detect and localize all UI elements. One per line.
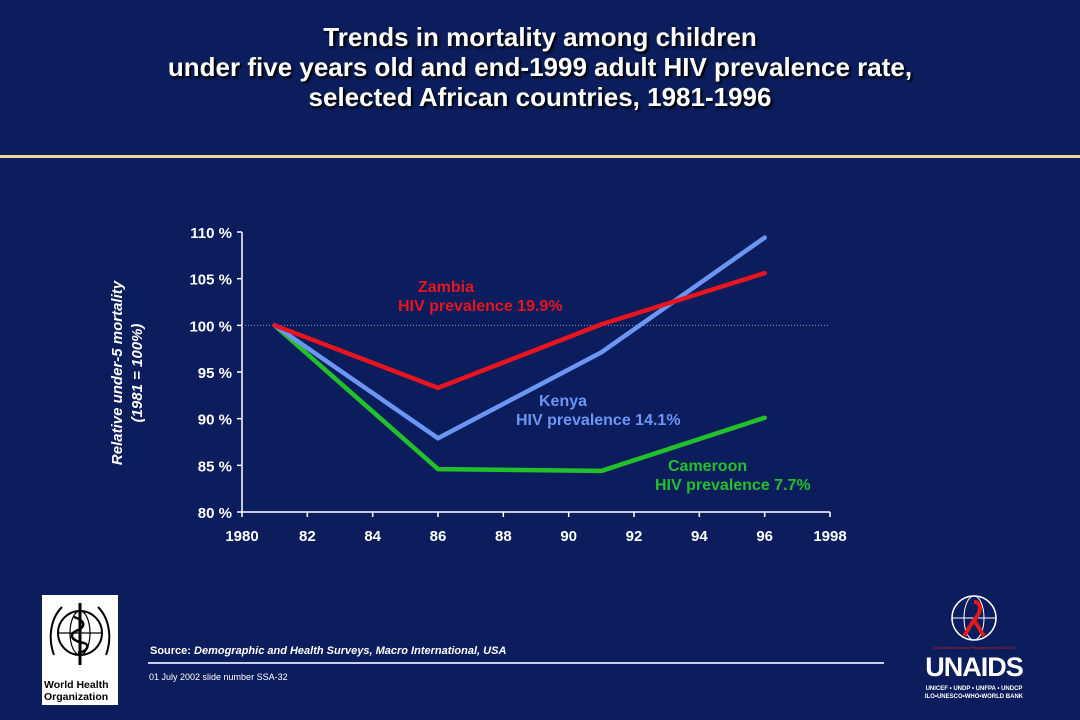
who-logo-line-2: Organization [44,691,109,703]
source-note: Source: Demographic and Health Surveys, … [150,645,506,657]
data-point-zambia [599,322,604,327]
data-point-cameroon [762,415,767,420]
x-tick-label: 1998 [813,528,846,545]
series-annotation-zambia: Zambia [418,279,474,296]
title-divider [0,155,1080,158]
x-tick-label: 82 [299,528,316,545]
y-tick-label: 85 % [198,458,232,475]
data-point-zambia [272,323,277,328]
title-line-2: under five years old and end-1999 adult … [167,52,913,82]
y-tick-label: 110 % [190,225,232,242]
series-line-zambia [272,270,767,391]
unaids-partners-line-1: UNICEF • UNDP • UNFPA • UNDCP [925,686,1023,692]
series-annotation-kenya: Kenya [539,393,587,410]
data-point-cameroon [436,467,440,472]
unaids-emblem-icon [951,595,997,641]
who-emblem-icon [49,603,111,665]
series-annotation-zambia: HIV prevalence 19.9% [398,298,563,315]
y-axis-label-line-1: Relative under-5 mortality [109,280,126,466]
series-annotation-cameroon: Cameroon [668,458,747,475]
unaids-partners: UNICEF • UNDP • UNFPA • UNDCP ILO•UNESCO… [924,685,1024,701]
y-tick-label: 105 % [189,272,232,289]
data-point-kenya [762,235,767,240]
series-annotation-kenya: HIV prevalence 14.1% [516,412,681,429]
unaids-wordmark: UNAIDS [925,652,1024,682]
source-divider [148,662,884,664]
x-tick-label: 88 [495,528,512,545]
who-logo-line-1: World Health [44,679,109,691]
y-axis-label-line-2: (1981 = 100%) [129,323,146,423]
title-line-3: selected African countries, 1981-1996 [308,82,772,112]
who-logo: World Health Organization [42,595,118,705]
x-tick-label: 94 [691,528,708,545]
title-line-1: Trends in mortality among children [323,22,757,52]
unaids-logo: Joint United Nations Programme on HIV/AI… [924,590,1064,715]
who-logo-text: World Health Organization [42,679,120,703]
x-tick-label: 90 [560,528,577,545]
y-tick-label: 90 % [198,412,232,429]
slide-number-note: 01 July 2002 slide number SSA-32 [149,672,288,682]
data-point-kenya [436,436,440,441]
x-tick-label: 84 [364,528,381,545]
series-line-kenya [272,235,767,441]
x-tick-label: 96 [756,528,773,545]
y-tick-label: 95 % [198,365,232,382]
source-label: Source: [150,645,191,657]
unaids-tagline: Joint United Nations Programme on HIV/AI… [933,645,1015,650]
series-annotation-cameroon: HIV prevalence 7.7% [655,477,811,494]
y-axis-label: Relative under-5 mortality (1981 = 100%) [108,243,148,503]
data-point-zambia [436,385,440,390]
x-tick-label: 86 [430,528,447,545]
x-tick-label: 92 [626,528,643,545]
source-text: Demographic and Health Surveys, Macro In… [194,645,507,657]
slide-title: Trends in mortality among children under… [0,22,1080,112]
data-point-kenya [599,350,604,355]
y-tick-label: 100 % [189,318,232,335]
unaids-partners-line-2: ILO•UNESCO•WHO•WORLD BANK [924,694,1024,700]
data-point-zambia [762,271,767,276]
x-tick-label: 1980 [225,528,258,545]
series-line-cameroon [272,323,767,474]
data-point-cameroon [599,468,604,473]
y-tick-label: 80 % [198,505,232,522]
